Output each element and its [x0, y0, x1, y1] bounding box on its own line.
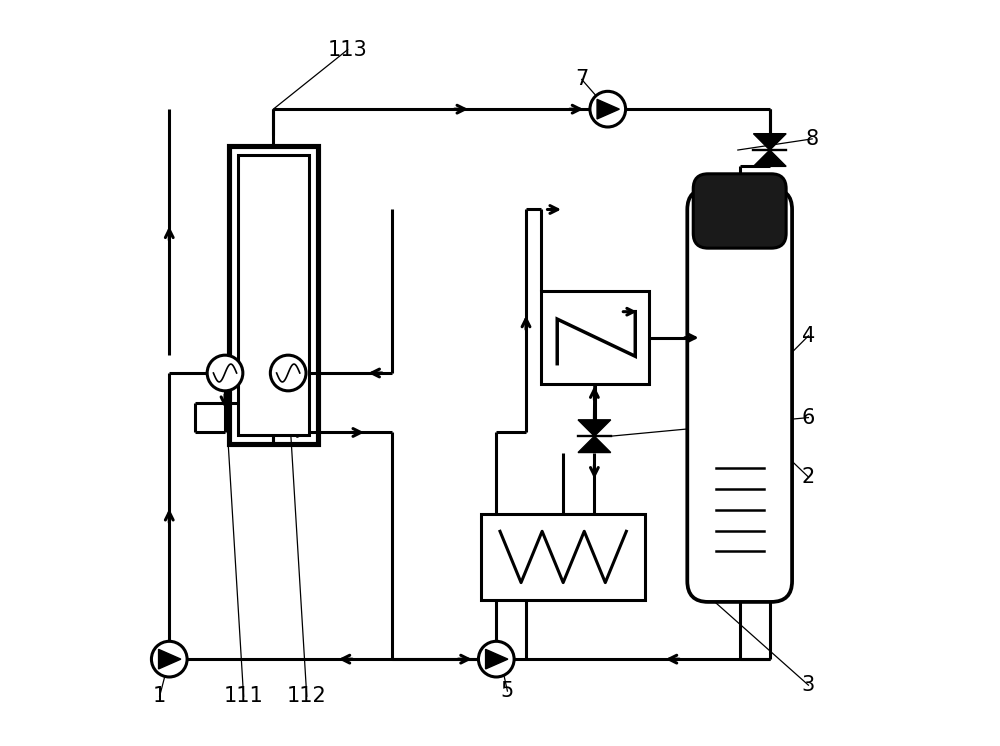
FancyBboxPatch shape	[693, 174, 786, 248]
Polygon shape	[753, 134, 786, 150]
Text: 1: 1	[153, 686, 166, 706]
Text: 112: 112	[287, 686, 327, 706]
Circle shape	[151, 642, 187, 677]
Text: 3: 3	[802, 675, 815, 695]
Polygon shape	[597, 99, 619, 119]
Bar	[229, 146, 318, 444]
Polygon shape	[753, 150, 786, 166]
Circle shape	[590, 91, 626, 127]
Bar	[541, 291, 649, 384]
Circle shape	[270, 355, 306, 391]
Text: 8: 8	[806, 129, 819, 149]
Text: 7: 7	[575, 69, 588, 90]
FancyBboxPatch shape	[687, 189, 792, 602]
Text: 113: 113	[328, 40, 368, 60]
Text: 111: 111	[224, 686, 263, 706]
Text: 4: 4	[802, 326, 815, 346]
Text: 2: 2	[802, 467, 815, 487]
Polygon shape	[578, 420, 611, 436]
Bar	[481, 514, 645, 600]
Bar	[238, 155, 309, 435]
Circle shape	[478, 642, 514, 677]
Polygon shape	[578, 436, 611, 453]
Circle shape	[207, 355, 243, 391]
Polygon shape	[159, 649, 181, 669]
Text: 5: 5	[501, 681, 514, 701]
Text: 6: 6	[802, 407, 815, 427]
Polygon shape	[486, 649, 508, 669]
